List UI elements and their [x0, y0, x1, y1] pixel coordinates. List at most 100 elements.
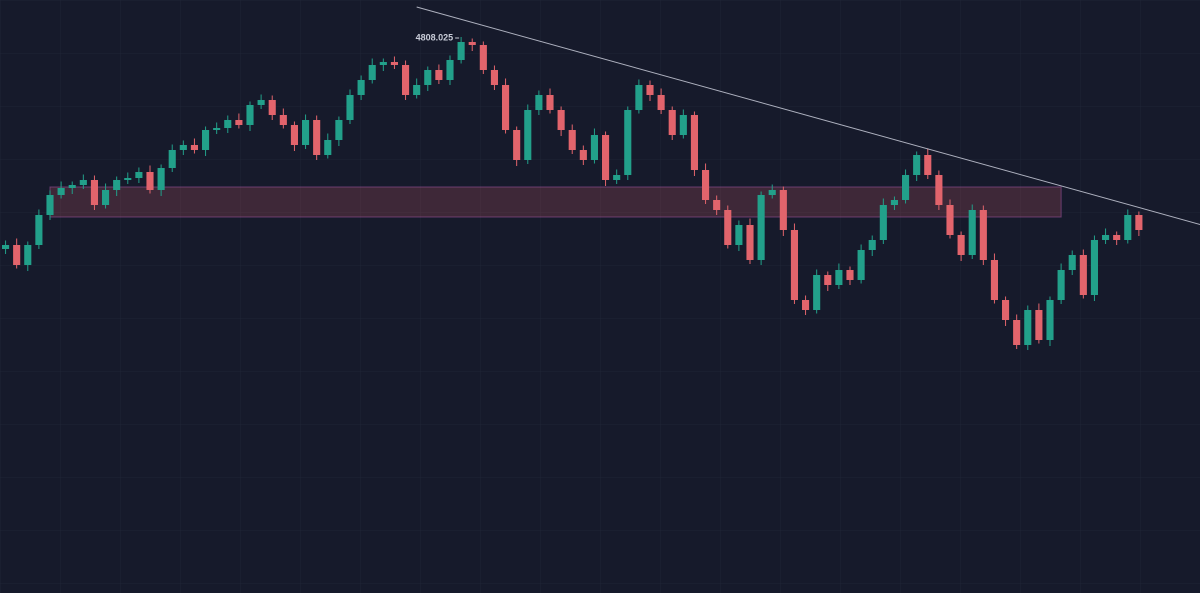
high-label: 4808.025	[416, 32, 454, 42]
candle-body	[513, 130, 521, 160]
trend-line	[416, 6, 1200, 225]
candle-body	[135, 172, 143, 178]
candle-body	[68, 185, 76, 188]
candle-body	[902, 175, 910, 200]
candle-body	[124, 178, 132, 180]
candle-body	[1068, 255, 1076, 270]
candle-body	[590, 135, 598, 160]
candle-body	[268, 100, 276, 115]
candle-body	[46, 195, 54, 215]
candle-body	[990, 260, 998, 300]
candle-body	[490, 70, 498, 85]
candle-body	[1024, 310, 1032, 345]
candle-body	[524, 110, 532, 160]
candle-body	[857, 250, 865, 280]
candle-body	[113, 180, 121, 190]
candle-body	[102, 190, 110, 205]
candle-body	[413, 85, 421, 95]
candle-body	[679, 115, 687, 135]
candle-body	[1035, 310, 1043, 340]
candle-body	[168, 150, 176, 168]
candle-body	[868, 240, 876, 250]
candle-body	[357, 80, 365, 95]
candle-body	[468, 42, 476, 45]
candle-body	[846, 270, 854, 280]
candle-body	[835, 270, 843, 285]
candle-body	[1124, 215, 1132, 240]
candle-body	[724, 210, 732, 245]
candle-body	[224, 120, 232, 128]
candle-body	[2, 245, 10, 249]
candle-body	[1113, 235, 1121, 240]
candle-body	[290, 125, 298, 145]
candle-body	[313, 120, 321, 155]
candle-body	[1135, 215, 1143, 230]
candle-body	[368, 65, 376, 80]
candle-body	[324, 140, 332, 155]
candle-body	[746, 225, 754, 260]
candle-body	[302, 120, 310, 145]
candle-body	[757, 195, 765, 260]
candle-body	[802, 300, 810, 310]
candle-body	[502, 85, 510, 130]
candle-body	[602, 135, 610, 180]
candle-body	[713, 200, 721, 210]
candle-body	[190, 145, 198, 150]
candle-body	[735, 225, 743, 245]
candle-body	[13, 245, 21, 265]
candle-body	[157, 168, 165, 190]
candle-body	[779, 190, 787, 230]
candle-body	[768, 190, 776, 195]
candle-body	[257, 100, 265, 105]
candle-body	[79, 180, 87, 185]
candle-body	[702, 170, 710, 200]
candle-body	[1102, 235, 1110, 240]
candle-body	[1046, 300, 1054, 340]
candle-body	[1079, 255, 1087, 295]
candle-body	[579, 150, 587, 160]
candle-body	[924, 155, 932, 175]
candle-body	[935, 175, 943, 205]
candle-body	[335, 120, 343, 140]
candle-body	[668, 110, 676, 135]
candle-body	[379, 62, 387, 65]
candle-body	[546, 95, 554, 110]
candle-body	[557, 110, 565, 130]
candle-body	[35, 215, 43, 245]
candle-body	[246, 105, 254, 125]
candle-body	[202, 130, 210, 150]
zone	[49, 186, 1062, 218]
candle-body	[824, 275, 832, 285]
candle-body	[279, 115, 287, 125]
candle-body	[613, 175, 621, 180]
candle-body	[146, 172, 154, 190]
candle-body	[890, 200, 898, 205]
candle-body	[1013, 320, 1021, 345]
candle-body	[957, 235, 965, 255]
candle-body	[813, 275, 821, 310]
candle-body	[568, 130, 576, 150]
candle-body	[790, 230, 798, 300]
candle-body	[624, 110, 632, 175]
candle-body	[424, 70, 432, 85]
candle-body	[90, 180, 98, 205]
candle-body	[402, 65, 410, 95]
candle-body	[657, 95, 665, 110]
candle-body	[346, 95, 354, 120]
candle-body	[457, 42, 465, 60]
candle-body	[635, 85, 643, 110]
candle-body	[179, 145, 187, 150]
candle-body	[979, 210, 987, 260]
candle-body	[646, 85, 654, 95]
candle-body	[24, 245, 32, 265]
candle-body	[57, 188, 65, 195]
candle-body	[1090, 240, 1098, 295]
candle-body	[390, 62, 398, 65]
candle-body	[690, 115, 698, 170]
candle-body	[235, 120, 243, 125]
candle-body	[946, 205, 954, 235]
candle-body	[435, 70, 443, 80]
